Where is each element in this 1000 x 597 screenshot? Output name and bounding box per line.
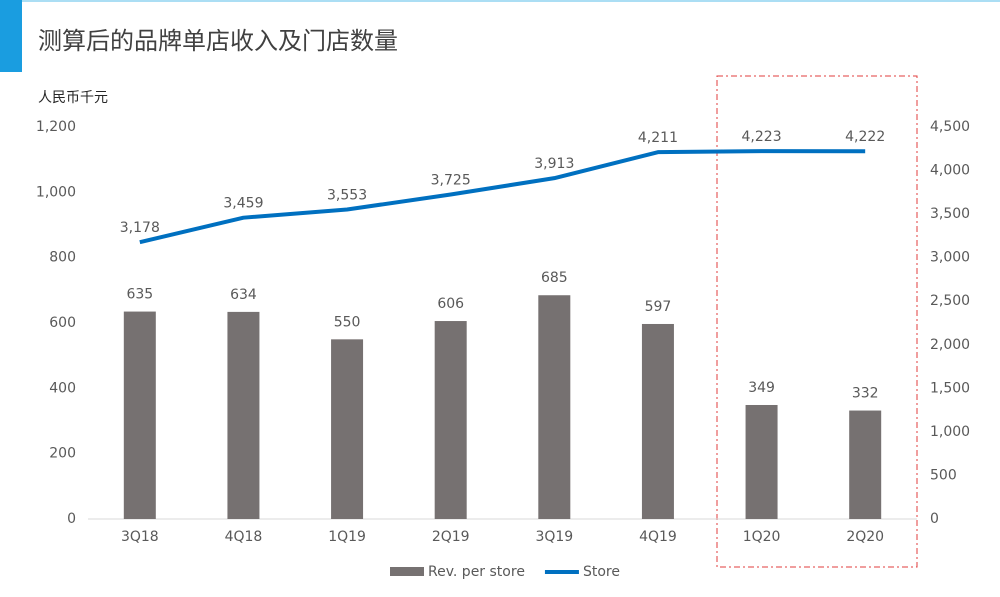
bar-value-label: 550 <box>334 314 361 330</box>
legend-label: Rev. per store <box>428 564 525 580</box>
x-tick-label: 3Q18 <box>121 529 159 545</box>
bar <box>331 339 364 519</box>
y2-tick-label: 4,000 <box>930 163 970 179</box>
bar <box>849 410 882 519</box>
y2-tick-label: 2,500 <box>930 293 970 309</box>
legend-label: Store <box>583 564 620 580</box>
x-tick-label: 4Q18 <box>225 529 263 545</box>
bar <box>123 311 156 519</box>
y-tick-label: 200 <box>49 446 76 462</box>
x-tick-label: 2Q19 <box>432 529 470 545</box>
line-value-label: 3,553 <box>327 187 367 203</box>
y-tick-label: 1,200 <box>36 119 76 135</box>
line-value-label: 3,913 <box>534 156 574 172</box>
x-tick-label: 2Q20 <box>846 529 884 545</box>
line-value-label: 4,211 <box>638 130 678 146</box>
bar-value-label: 635 <box>126 287 153 303</box>
line-value-label: 3,725 <box>431 173 471 189</box>
y2-tick-label: 1,000 <box>930 424 970 440</box>
line-value-label: 4,222 <box>845 129 885 145</box>
y2-tick-label: 3,000 <box>930 250 970 266</box>
y2-tick-label: 0 <box>930 511 939 527</box>
bar <box>745 404 778 519</box>
line-value-label: 3,178 <box>120 220 160 236</box>
y2-tick-label: 1,500 <box>930 380 970 396</box>
y-tick-label: 600 <box>49 315 76 331</box>
y-tick-label: 800 <box>49 250 76 266</box>
y2-tick-label: 2,000 <box>930 337 970 353</box>
y-axis-unit: 人民币千元 <box>38 90 108 106</box>
bar-value-label: 606 <box>437 296 464 312</box>
y-tick-label: 0 <box>67 511 76 527</box>
chart-title: 测算后的品牌单店收入及门店数量 <box>38 27 398 55</box>
line-value-label: 4,223 <box>742 129 782 145</box>
y2-tick-label: 500 <box>930 467 957 483</box>
line <box>139 149 866 245</box>
bar-value-label: 634 <box>230 287 257 303</box>
y-tick-label: 400 <box>49 380 76 396</box>
x-tick-label: 3Q19 <box>535 529 573 545</box>
bar <box>434 321 467 519</box>
bar <box>641 323 674 519</box>
x-tick-label: 1Q19 <box>328 529 366 545</box>
bar-value-label: 349 <box>748 380 775 396</box>
y2-tick-label: 3,500 <box>930 206 970 222</box>
bar-value-label: 597 <box>645 299 672 315</box>
title-accent <box>0 0 22 72</box>
line-value-label: 3,459 <box>223 196 263 212</box>
highlight-box <box>716 75 918 568</box>
bar <box>538 295 571 519</box>
legend-swatch <box>390 567 424 576</box>
bar-value-label: 685 <box>541 270 568 286</box>
bar <box>227 311 260 519</box>
x-tick-label: 4Q19 <box>639 529 677 545</box>
y2-tick-label: 4,500 <box>930 119 970 135</box>
x-tick-label: 1Q20 <box>743 529 781 545</box>
bar-value-label: 332 <box>852 386 879 402</box>
y-tick-label: 1,000 <box>36 184 76 200</box>
